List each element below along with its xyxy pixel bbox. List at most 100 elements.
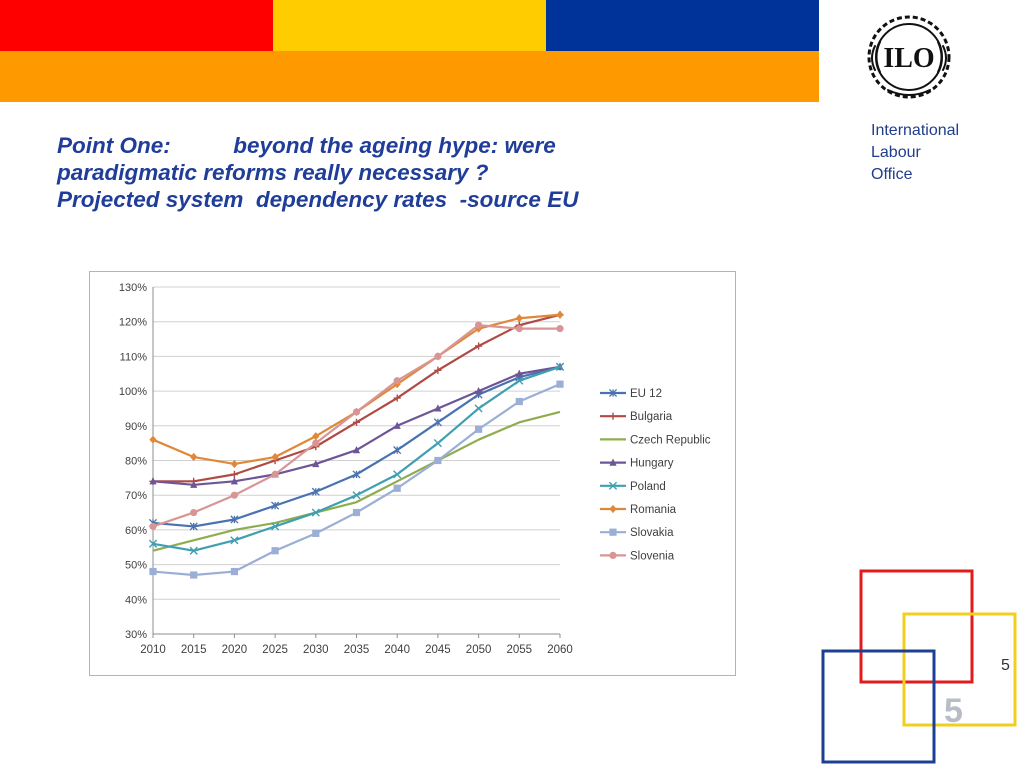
y-tick-label-60: 60% (125, 525, 147, 537)
ilo-logo-emblem: ILO (867, 15, 951, 99)
y-tick-label-130: 130% (119, 282, 147, 294)
point-slovenia-2045 (434, 352, 442, 360)
banner-red-band (0, 0, 273, 51)
point-eu-12-2035 (352, 470, 361, 479)
x-tick-label-2035: 2035 (344, 644, 370, 656)
point-slovenia-2015 (190, 508, 198, 517)
point-bulgaria-2035 (352, 418, 361, 426)
point-romania-2010 (149, 435, 157, 444)
point-slovakia-2010 (149, 567, 157, 576)
point-hungary-2015 (190, 480, 198, 488)
x-tick-label-2010: 2010 (140, 644, 166, 656)
point-slovakia-2035 (352, 508, 361, 517)
legend-label-romania: Romania (630, 504, 677, 516)
legend-marker-bulgaria (609, 412, 617, 420)
point-romania-2060 (556, 310, 564, 319)
dependency-rate-chart: 30% 40% 50% 60% 70% 80% 90% 100% 110% 120% 130% 201… (119, 282, 711, 656)
y-tick-label-120: 120% (119, 317, 147, 329)
series-line-czech-republic (152, 410, 561, 552)
point-slovakia-2050 (475, 425, 483, 433)
point-slovenia-2020 (230, 491, 238, 499)
point-slovakia-2025 (271, 547, 279, 555)
point-slovenia-2055 (515, 325, 523, 333)
point-hungary-2030 (312, 459, 320, 468)
y-tick-label-40: 40% (125, 594, 147, 606)
decorative-yellow-square (902, 612, 1017, 727)
point-hungary-2050 (475, 387, 483, 395)
decorative-red-square (859, 569, 974, 684)
title-line-3: Projected system dependency rates -sourc… (57, 187, 579, 212)
x-tick-label-2015: 2015 (181, 644, 207, 656)
title-line-2: paradigmatic reforms really necessary ? (57, 160, 489, 185)
point-romania-2055 (515, 314, 523, 323)
legend-marker-poland (608, 481, 618, 490)
point-poland-2030 (311, 508, 320, 517)
point-bulgaria-2050 (475, 342, 483, 350)
x-tick-label-2050: 2050 (466, 644, 492, 656)
point-slovenia-2035 (352, 408, 361, 416)
y-tick-label-100: 100% (119, 386, 147, 398)
point-poland-2010 (148, 539, 158, 548)
banner-yellow-band (273, 0, 546, 51)
point-hungary-2020 (230, 477, 238, 485)
point-poland-2040 (393, 470, 402, 479)
point-slovenia-2040 (393, 377, 401, 385)
x-tick-label-2060: 2060 (547, 644, 573, 656)
org-name-line-2: Labour (871, 144, 921, 161)
decorative-blue-square (821, 649, 936, 764)
legend-label-eu-12: EU 12 (630, 388, 662, 400)
point-slovakia-2045 (434, 456, 442, 465)
point-bulgaria-2040 (393, 394, 401, 402)
x-tick-label-2045: 2045 (425, 644, 451, 656)
chart-frame: 30% 40% 50% 60% 70% 80% 90% 100% 110% 120% 130% 201… (89, 271, 736, 676)
point-slovenia-2030 (312, 439, 320, 447)
page-number: 5 (1001, 657, 1010, 674)
legend-label-poland: Poland (630, 481, 666, 493)
y-tick-label-110: 110% (120, 351, 148, 363)
series-line-bulgaria (153, 313, 561, 483)
point-eu-12-2025 (271, 501, 280, 510)
point-eu-12-2045 (433, 418, 442, 427)
point-slovakia-2015 (190, 571, 198, 579)
point-slovakia-2055 (515, 397, 523, 406)
point-slovenia-2010 (149, 522, 157, 531)
color-banner (0, 0, 819, 102)
point-slovakia-2020 (230, 567, 238, 576)
y-tick-label-30: 30% (125, 629, 147, 641)
point-eu-12-2020 (230, 515, 239, 524)
point-poland-2025 (271, 522, 280, 531)
point-poland-2060 (555, 362, 565, 371)
org-name-line-3: Office (871, 166, 913, 183)
point-eu-12-2015 (189, 522, 198, 531)
point-eu-12-2040 (393, 446, 402, 455)
point-eu-12-2030 (311, 487, 320, 496)
point-hungary-2040 (393, 421, 401, 429)
legend-marker-hungary (609, 458, 617, 466)
point-poland-2020 (230, 536, 239, 545)
legend-label-czech-republic: Czech Republic (630, 434, 711, 446)
point-hungary-2010 (149, 477, 157, 485)
point-slovakia-2060 (556, 380, 564, 388)
series-line-romania (152, 313, 561, 466)
x-tick-label-2040: 2040 (384, 644, 410, 656)
point-slovenia-2050 (475, 321, 483, 329)
legend-label-hungary: Hungary (630, 458, 674, 470)
slide-title: Point One: beyond the ageing hype: were … (57, 132, 837, 213)
title-line-1: Point One: beyond the ageing hype: were (57, 133, 556, 158)
point-slovakia-2030 (312, 529, 320, 537)
point-slovenia-2060 (556, 325, 564, 333)
legend-marker-romania (609, 504, 617, 514)
legend-marker-eu-12 (608, 388, 618, 398)
legend-marker-slovenia (609, 551, 617, 559)
banner-orange-band (0, 51, 819, 102)
point-poland-2055 (515, 376, 524, 385)
organization-name: International Labour Office (871, 120, 959, 186)
point-slovakia-2040 (393, 484, 401, 492)
y-tick-label-80: 80% (125, 456, 147, 468)
point-hungary-2055 (515, 369, 523, 377)
legend-marker-slovakia (609, 528, 617, 536)
x-tick-label-2020: 2020 (222, 644, 248, 656)
page-number-watermark: 5 (944, 692, 963, 730)
x-tick-label-2055: 2055 (507, 644, 533, 656)
